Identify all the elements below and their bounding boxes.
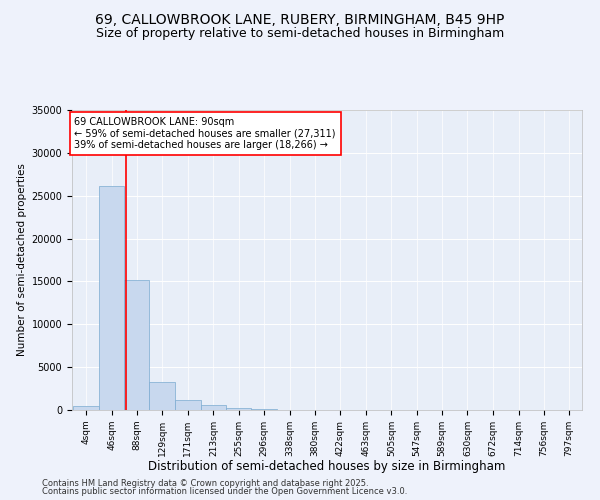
- Bar: [73, 406, 99, 410]
- Bar: [99, 186, 124, 410]
- Bar: [124, 280, 149, 410]
- Text: 69, CALLOWBROOK LANE, RUBERY, BIRMINGHAM, B45 9HP: 69, CALLOWBROOK LANE, RUBERY, BIRMINGHAM…: [95, 12, 505, 26]
- Y-axis label: Number of semi-detached properties: Number of semi-detached properties: [17, 164, 27, 356]
- X-axis label: Distribution of semi-detached houses by size in Birmingham: Distribution of semi-detached houses by …: [148, 460, 506, 473]
- Text: Contains public sector information licensed under the Open Government Licence v3: Contains public sector information licen…: [42, 487, 407, 496]
- Bar: [226, 408, 251, 410]
- Bar: [175, 400, 200, 410]
- Text: Size of property relative to semi-detached houses in Birmingham: Size of property relative to semi-detach…: [96, 28, 504, 40]
- Bar: [149, 382, 175, 410]
- Text: 69 CALLOWBROOK LANE: 90sqm
← 59% of semi-detached houses are smaller (27,311)
39: 69 CALLOWBROOK LANE: 90sqm ← 59% of semi…: [74, 117, 336, 150]
- Text: Contains HM Land Registry data © Crown copyright and database right 2025.: Contains HM Land Registry data © Crown c…: [42, 478, 368, 488]
- Bar: [200, 405, 226, 410]
